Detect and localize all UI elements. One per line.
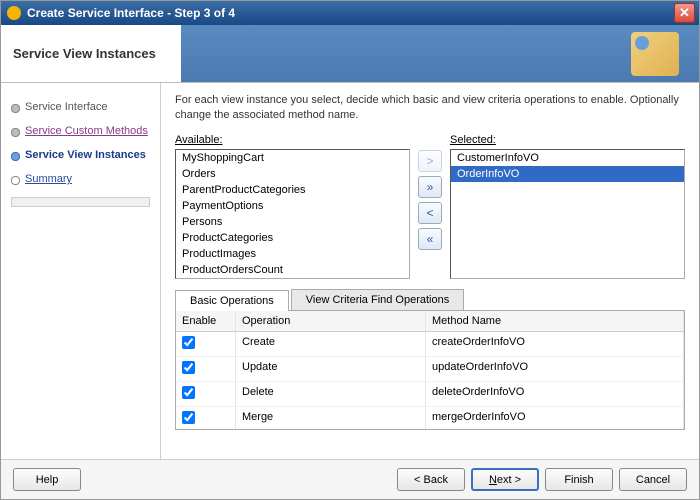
window-title: Create Service Interface - Step 3 of 4	[27, 6, 235, 20]
operation-cell: Update	[236, 357, 426, 381]
col-operation-header: Operation	[236, 311, 426, 331]
operations-row: UpdateupdateOrderInfoVO	[176, 357, 684, 382]
available-listbox[interactable]: MyShoppingCartOrdersParentProductCategor…	[175, 149, 410, 279]
page-title: Service View Instances	[1, 25, 181, 82]
double-chevron-right-icon: »	[427, 180, 434, 194]
operations-tabs: Basic Operations View Criteria Find Oper…	[175, 289, 685, 310]
available-item[interactable]: ProductOrdersCount	[176, 262, 409, 278]
nav-step[interactable]: Service View Instances	[9, 143, 152, 167]
available-item[interactable]: Orders	[176, 166, 409, 182]
tab-view-criteria-find[interactable]: View Criteria Find Operations	[291, 289, 464, 310]
close-icon: ✕	[679, 5, 690, 21]
wizard-nav: Service InterfaceService Custom MethodsS…	[1, 83, 161, 459]
selected-item[interactable]: CustomerInfoVO	[451, 150, 684, 166]
enable-checkbox[interactable]	[182, 361, 195, 374]
finish-button[interactable]: Finish	[545, 468, 613, 491]
selected-label: Selected:	[450, 134, 496, 146]
operations-table: Enable Operation Method Name Createcreat…	[175, 310, 685, 430]
method-name-cell[interactable]: mergeOrderInfoVO	[426, 407, 684, 430]
method-name-cell[interactable]: deleteOrderInfoVO	[426, 382, 684, 406]
enable-checkbox[interactable]	[182, 411, 195, 424]
nav-step[interactable]: Service Interface	[9, 95, 152, 119]
operations-row: MergemergeOrderInfoVO	[176, 407, 684, 430]
add-all-button[interactable]: »	[418, 176, 442, 198]
nav-scrollbar[interactable]	[11, 197, 150, 207]
method-name-cell[interactable]: updateOrderInfoVO	[426, 357, 684, 381]
remove-button[interactable]: <	[418, 202, 442, 224]
operation-cell: Merge	[236, 407, 426, 430]
transfer-buttons: > » < «	[418, 134, 442, 279]
available-item[interactable]: PaymentOptions	[176, 198, 409, 214]
available-item[interactable]: ProductImages	[176, 246, 409, 262]
chevron-left-icon: <	[426, 206, 433, 220]
operations-row: CreatecreateOrderInfoVO	[176, 332, 684, 357]
operation-cell: Delete	[236, 382, 426, 406]
col-method-header: Method Name	[426, 311, 684, 331]
back-button[interactable]: < Back	[397, 468, 465, 491]
content-pane: For each view instance you select, decid…	[161, 83, 699, 459]
chevron-right-icon: >	[426, 154, 433, 168]
col-enable-header: Enable	[176, 311, 236, 331]
close-button[interactable]: ✕	[674, 3, 695, 23]
available-item[interactable]: ProductCategories	[176, 230, 409, 246]
available-item[interactable]: MyShoppingCart	[176, 150, 409, 166]
enable-checkbox[interactable]	[182, 386, 195, 399]
available-item[interactable]: Persons	[176, 214, 409, 230]
add-button[interactable]: >	[418, 150, 442, 172]
wizard-footer: Help < Back Next > Finish Cancel	[1, 459, 699, 499]
double-chevron-left-icon: «	[427, 232, 434, 246]
app-icon	[7, 6, 21, 20]
wizard-header: Service View Instances	[1, 25, 699, 83]
operations-header: Enable Operation Method Name	[176, 311, 684, 332]
help-button[interactable]: Help	[13, 468, 81, 491]
operations-row: DeletedeleteOrderInfoVO	[176, 382, 684, 407]
remove-all-button[interactable]: «	[418, 228, 442, 250]
next-button[interactable]: Next >	[471, 468, 539, 491]
header-graphic-icon	[631, 32, 679, 76]
enable-checkbox[interactable]	[182, 336, 195, 349]
selected-item[interactable]: OrderInfoVO	[451, 166, 684, 182]
header-banner	[181, 25, 699, 82]
cancel-button[interactable]: Cancel	[619, 468, 687, 491]
nav-step[interactable]: Summary	[9, 167, 152, 191]
available-item[interactable]: ParentProductCategories	[176, 182, 409, 198]
nav-step[interactable]: Service Custom Methods	[9, 119, 152, 143]
tab-basic-operations[interactable]: Basic Operations	[175, 290, 289, 311]
intro-text: For each view instance you select, decid…	[175, 93, 685, 124]
selected-listbox[interactable]: CustomerInfoVOOrderInfoVO	[450, 149, 685, 279]
operation-cell: Create	[236, 332, 426, 356]
title-bar: Create Service Interface - Step 3 of 4 ✕	[1, 1, 699, 25]
available-label: Available:	[175, 134, 223, 146]
method-name-cell[interactable]: createOrderInfoVO	[426, 332, 684, 356]
